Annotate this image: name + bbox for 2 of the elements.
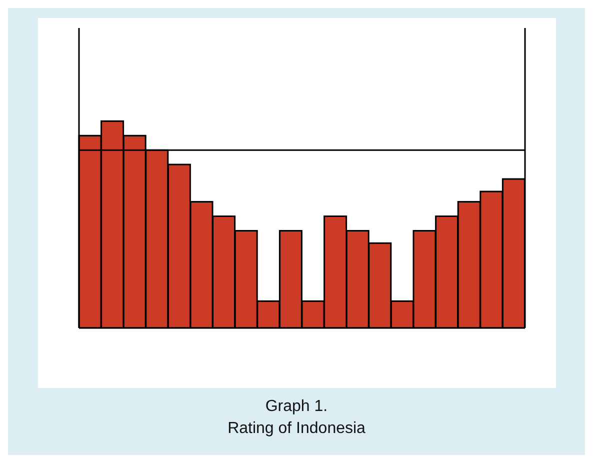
text: Graph 1.	[264, 398, 329, 416]
text: Rating of Indonesia	[226, 420, 366, 438]
